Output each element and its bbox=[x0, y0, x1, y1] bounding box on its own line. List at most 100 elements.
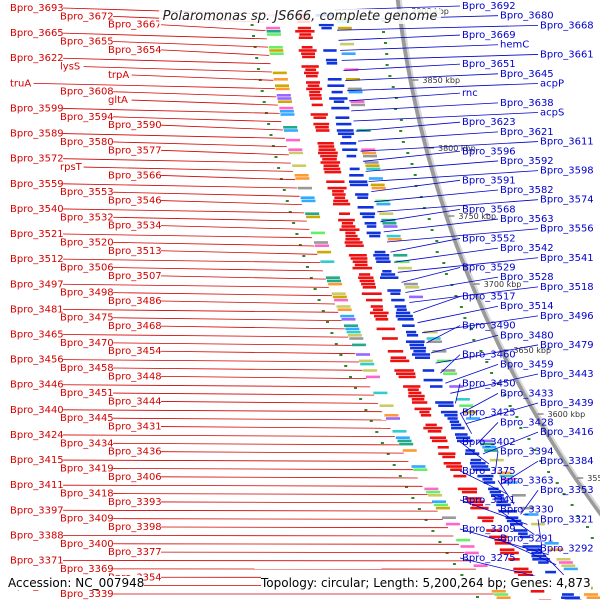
forward-gene bbox=[322, 158, 337, 161]
gene-label-right: Bpro_3460 bbox=[462, 350, 516, 361]
gene-label-left: Bpro_3577 bbox=[108, 145, 162, 156]
leader-line-left bbox=[63, 133, 285, 139]
gene-label-left: Bpro_3377 bbox=[108, 547, 162, 558]
gene-label-right: Bpro_3651 bbox=[462, 59, 516, 70]
cog-band-inner bbox=[395, 260, 410, 263]
gene-label-right: Bpro_3552 bbox=[462, 233, 516, 244]
forward-gene bbox=[370, 311, 389, 315]
reverse-gene bbox=[333, 100, 345, 103]
gene-label-left: Bpro_3456 bbox=[10, 355, 64, 366]
cog-band-inner bbox=[366, 167, 381, 171]
cog-band-outer bbox=[473, 564, 488, 567]
gc-skew-dot-outer bbox=[369, 420, 373, 422]
accession-text: Accession: NC_007948 bbox=[8, 576, 145, 590]
reverse-gene bbox=[335, 116, 350, 119]
leader-line-right bbox=[409, 286, 539, 303]
forward-gene bbox=[345, 244, 364, 247]
cog-band-inner bbox=[368, 177, 383, 180]
reverse-gene bbox=[387, 289, 401, 292]
forward-gene bbox=[466, 500, 485, 503]
gene-label-right: Bpro_3669 bbox=[462, 30, 516, 41]
reverse-gene bbox=[374, 250, 386, 254]
cog-band-inner bbox=[346, 78, 360, 81]
reverse-gene bbox=[359, 212, 376, 215]
leader-line-right bbox=[497, 538, 557, 566]
gene-label-right: Bpro_3425 bbox=[462, 408, 516, 419]
gc-skew-dot bbox=[413, 174, 417, 176]
cog-band-inner bbox=[365, 164, 380, 167]
gene-label-right: Bpro_3661 bbox=[540, 49, 594, 60]
reverse-gene bbox=[395, 311, 411, 315]
forward-gene bbox=[370, 305, 383, 308]
gc-skew-dot bbox=[539, 460, 543, 462]
gene-label-left: Bpro_3532 bbox=[60, 212, 114, 223]
forward-gene bbox=[387, 350, 404, 353]
gene-label-left: Bpro_3534 bbox=[108, 221, 162, 232]
reverse-gene bbox=[510, 522, 523, 526]
gene-label-left: Bpro_3665 bbox=[10, 28, 64, 39]
cog-band-inner bbox=[556, 558, 571, 561]
leader-line-right bbox=[362, 150, 461, 162]
leader-line-right bbox=[368, 170, 539, 182]
forward-gene bbox=[299, 33, 312, 36]
cog-band-outer bbox=[456, 538, 471, 542]
cog-band-outer bbox=[269, 52, 284, 55]
forward-gene bbox=[323, 164, 339, 167]
reverse-gene bbox=[380, 276, 399, 279]
scale-label: 3750 kbp bbox=[458, 212, 496, 221]
gc-skew-dot-outer bbox=[392, 464, 396, 466]
forward-gene bbox=[332, 193, 346, 196]
leader-line-right bbox=[401, 267, 461, 283]
gene-label-right: Bpro_3592 bbox=[500, 156, 554, 167]
forward-gene bbox=[301, 46, 313, 49]
gc-skew-dot-outer bbox=[256, 68, 260, 70]
gc-skew-dot-outer bbox=[306, 266, 309, 268]
cog-band-outer bbox=[496, 596, 511, 599]
gc-skew-dot bbox=[472, 339, 476, 341]
gc-skew-dot-outer bbox=[386, 453, 390, 455]
gene-label-right: Bpro_3598 bbox=[540, 166, 594, 177]
reverse-gene bbox=[390, 292, 401, 295]
gene-label-right: Bpro_3568 bbox=[462, 204, 516, 215]
gene-label-right: Bpro_3541 bbox=[540, 253, 594, 264]
cog-band-inner bbox=[351, 103, 366, 107]
backbone-ring-highlight bbox=[399, 0, 600, 511]
reverse-gene bbox=[447, 417, 458, 420]
forward-gene bbox=[390, 359, 410, 363]
reverse-gene bbox=[505, 516, 519, 519]
reverse-gene bbox=[402, 324, 415, 327]
cog-band-inner bbox=[423, 330, 438, 334]
forward-gene bbox=[408, 394, 425, 398]
reverse-gene bbox=[329, 97, 348, 100]
reverse-gene bbox=[397, 318, 414, 321]
forward-gene bbox=[412, 401, 428, 404]
gene-label-right: acpP bbox=[540, 78, 564, 89]
scale-label: 3850 kbp bbox=[422, 76, 460, 85]
gene-label-right: Bpro_3574 bbox=[540, 195, 594, 206]
gc-skew-dot-outer bbox=[431, 530, 435, 532]
leader-line-left bbox=[113, 292, 332, 297]
gene-label-left: Bpro_3553 bbox=[60, 187, 114, 198]
gc-skew-dot bbox=[391, 86, 395, 88]
gc-skew-dot bbox=[385, 64, 389, 66]
gene-label-right: Bpro_3353 bbox=[540, 485, 594, 496]
cog-band-outer bbox=[360, 362, 375, 366]
reverse-gene bbox=[336, 122, 352, 126]
reverse-gene bbox=[340, 142, 357, 145]
cog-band-outer bbox=[337, 308, 352, 311]
cog-band-outer bbox=[402, 449, 417, 452]
forward-gene bbox=[403, 385, 421, 388]
reverse-gene bbox=[349, 167, 360, 171]
gc-skew-dot bbox=[527, 438, 531, 440]
gc-skew-dot-outer bbox=[277, 167, 281, 169]
reverse-gene bbox=[357, 196, 369, 199]
forward-gene bbox=[450, 468, 462, 471]
cog-band-inner bbox=[511, 494, 526, 497]
reverse-gene bbox=[522, 545, 542, 548]
reverse-gene bbox=[496, 503, 511, 507]
reverse-gene bbox=[513, 529, 528, 532]
gene-label-right: Bpro_3292 bbox=[540, 543, 594, 554]
gene-label-left: Bpro_3418 bbox=[60, 489, 114, 500]
leader-line-left bbox=[113, 392, 375, 396]
leader-line-left bbox=[63, 233, 312, 239]
